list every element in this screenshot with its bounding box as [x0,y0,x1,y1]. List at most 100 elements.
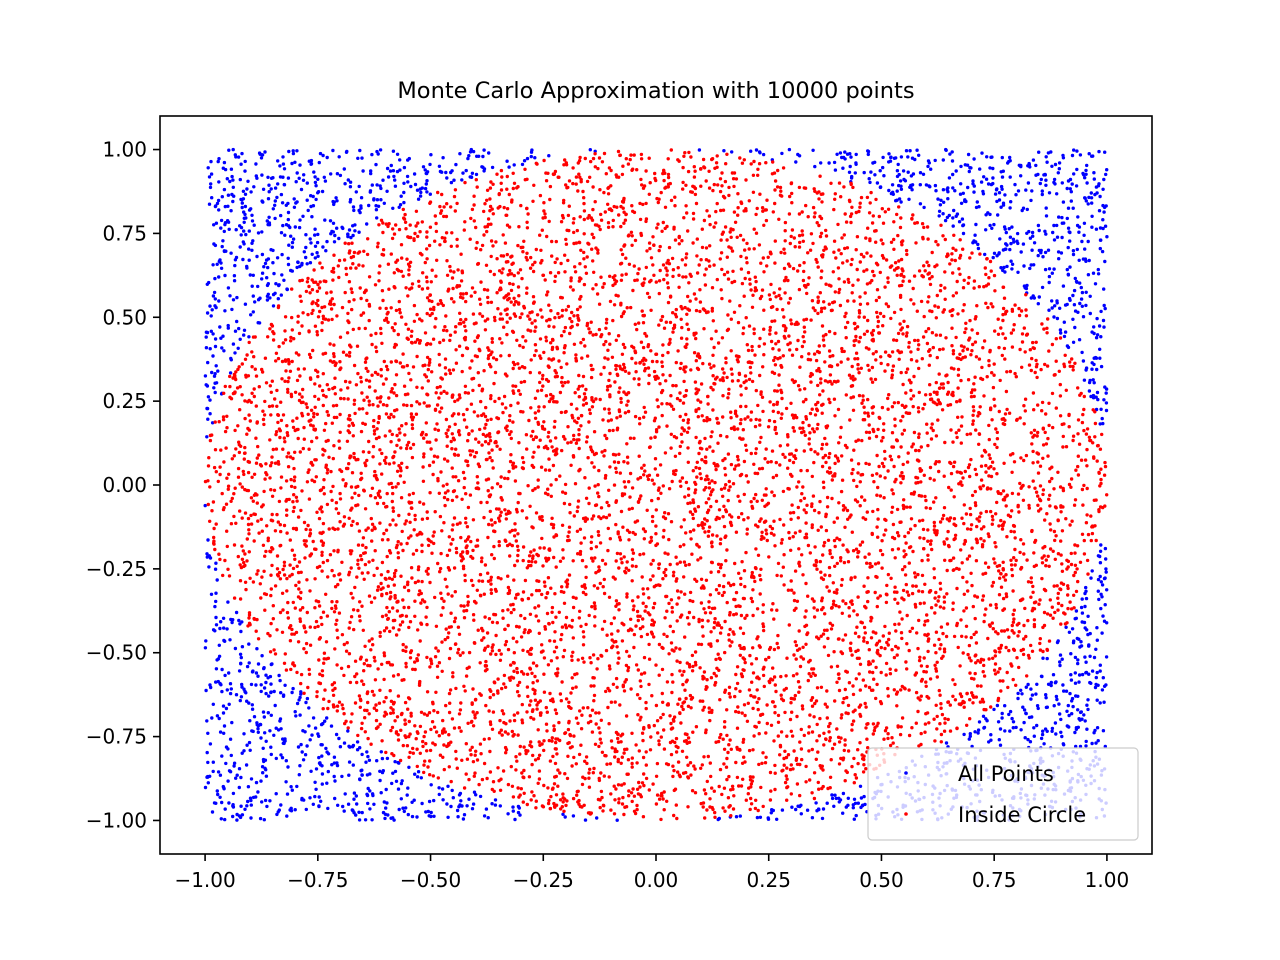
inside-circle-marker [661,373,665,377]
inside-circle-marker [580,656,585,660]
inside-circle-marker [697,545,701,549]
inside-circle-marker [768,328,772,332]
inside-circle-marker [583,344,587,348]
inside-circle-marker [406,294,410,298]
all-points-marker [1035,682,1039,686]
inside-circle-marker [905,331,909,335]
all-points-marker [385,189,389,193]
inside-circle-marker [211,500,216,504]
inside-circle-marker [762,327,766,331]
inside-circle-marker [1041,649,1045,654]
all-points-marker [259,736,263,740]
inside-circle-marker [668,624,672,628]
inside-circle-marker [866,363,870,368]
inside-circle-marker [385,591,389,596]
inside-circle-marker [367,560,371,564]
all-points-marker [231,298,236,302]
inside-circle-marker [675,589,680,593]
all-points-marker [530,148,534,152]
inside-circle-marker [285,531,289,535]
inside-circle-marker [755,700,759,704]
inside-circle-marker [316,315,321,319]
inside-circle-marker [719,288,723,292]
all-points-marker [1057,257,1061,261]
inside-circle-marker [406,327,411,331]
inside-circle-marker [1011,589,1015,593]
inside-circle-marker [1027,656,1031,660]
inside-circle-marker [943,440,947,445]
all-points-marker [928,185,932,189]
inside-circle-marker [691,469,695,473]
inside-circle-marker [529,715,533,720]
all-points-marker [1060,657,1064,661]
inside-circle-marker [444,703,448,708]
inside-circle-marker [552,555,556,560]
inside-circle-marker [827,302,831,306]
inside-circle-marker [384,613,388,617]
all-points-marker [365,792,369,796]
all-points-marker [230,192,234,197]
all-points-marker [273,291,277,295]
all-points-marker [243,807,247,811]
inside-circle-marker [712,364,716,368]
inside-circle-marker [424,375,429,379]
all-points-marker [277,673,281,678]
inside-circle-marker [491,693,496,697]
inside-circle-marker [684,388,689,393]
inside-circle-marker [702,418,706,423]
inside-circle-marker [386,617,390,621]
inside-circle-marker [984,470,988,474]
all-points-marker [304,245,308,250]
inside-circle-marker [881,242,885,246]
all-points-marker [234,255,239,260]
inside-circle-marker [926,443,930,448]
all-points-marker [353,223,357,227]
inside-circle-marker [1093,421,1098,426]
inside-circle-marker [765,703,769,707]
inside-circle-marker [684,739,688,743]
all-points-marker [364,760,368,764]
all-points-marker [810,816,815,820]
inside-circle-marker [969,635,973,640]
all-points-marker [247,740,252,745]
all-points-marker [206,417,210,421]
inside-circle-marker [281,567,285,572]
all-points-marker [375,149,379,154]
inside-circle-marker [418,339,422,343]
inside-circle-marker [893,622,897,627]
inside-circle-marker [420,543,424,547]
all-points-marker [314,197,318,202]
all-points-marker [989,182,994,187]
inside-circle-marker [801,573,805,577]
all-points-marker [213,372,217,376]
all-points-marker [1074,609,1079,613]
inside-circle-marker [467,432,471,436]
inside-circle-marker [686,327,691,332]
inside-circle-marker [665,424,669,428]
inside-circle-marker [662,808,666,812]
all-points-marker [264,680,268,685]
inside-circle-marker [407,734,411,739]
all-points-marker [268,729,272,733]
inside-circle-marker [529,550,533,554]
inside-circle-marker [320,669,325,673]
all-points-marker [260,271,265,275]
inside-circle-marker [660,402,664,406]
all-points-marker [1077,258,1081,262]
all-points-marker [1091,378,1095,382]
all-points-marker [1050,729,1054,733]
inside-circle-marker [580,713,584,717]
inside-circle-marker [587,771,591,775]
all-points-marker [218,626,222,631]
inside-circle-marker [865,268,869,272]
all-points-marker [873,160,877,164]
all-points-marker [1022,708,1027,712]
inside-circle-marker [793,693,797,698]
inside-circle-marker [569,691,573,695]
all-points-marker [1092,381,1096,385]
inside-circle-marker [315,333,320,337]
inside-circle-marker [742,569,747,573]
inside-circle-marker [369,494,373,498]
all-points-marker [368,189,373,193]
all-points-marker [314,787,318,791]
